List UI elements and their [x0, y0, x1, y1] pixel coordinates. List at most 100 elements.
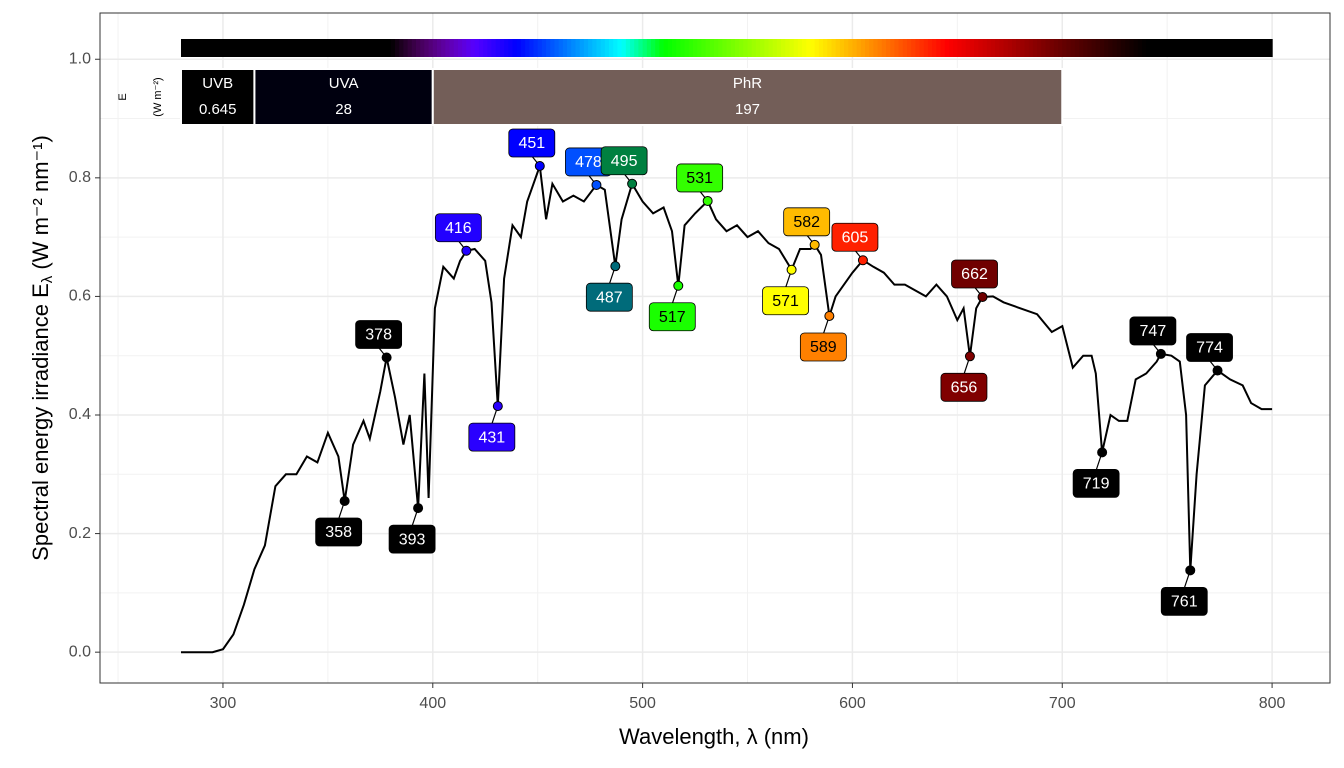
colour-strip-cell [1037, 39, 1042, 57]
colour-strip-cell [990, 39, 996, 57]
colour-strip-cell [1263, 39, 1269, 57]
colour-strip-cell [919, 39, 925, 57]
colour-strip-cell [260, 39, 266, 57]
peak-point [339, 495, 350, 506]
y-axis-title-part: (W m⁻² nm⁻¹) [28, 135, 53, 276]
peak-label-box [315, 517, 363, 547]
colour-strip-cell [659, 39, 665, 57]
colour-strip-cell [285, 39, 291, 57]
colour-strip-cell [562, 39, 568, 57]
peak-label: 393 [399, 531, 426, 548]
peak-label-box [585, 282, 633, 312]
peak-point [610, 261, 621, 272]
peak-point [413, 503, 424, 514]
peak-label-box [1160, 586, 1208, 616]
colour-strip-cell [755, 39, 761, 57]
colour-strip-cell [940, 39, 946, 57]
colour-strip-cell [411, 39, 417, 57]
colour-strip-cell [298, 39, 304, 57]
colour-strip-cell [600, 39, 606, 57]
colour-strip-cell [252, 39, 258, 57]
colour-strip-cell [760, 39, 765, 57]
colour-strip-cell [684, 39, 690, 57]
peak-label: 495 [611, 153, 638, 170]
waveband [431, 68, 1064, 126]
colour-strip-cell [1133, 39, 1139, 57]
waveband-name: UVA [329, 75, 359, 92]
colour-strip-cell [856, 39, 862, 57]
colour-strip-cell [1246, 39, 1252, 57]
colour-strip-cell [969, 39, 975, 57]
y-axis-title-part: Spectral energy irradiance E [28, 283, 53, 561]
colour-strip-cell [1045, 39, 1051, 57]
waveband-value: 28 [335, 101, 352, 118]
colour-strip-cell [906, 39, 912, 57]
colour-strip-cell [634, 39, 640, 57]
colour-strip-cell [848, 39, 854, 57]
peak-label: 747 [1140, 323, 1167, 340]
peak-point [702, 195, 713, 206]
colour-strip-cell [789, 39, 795, 57]
colour-strip-cell [453, 39, 459, 57]
x-tick-label: 300 [210, 695, 237, 712]
axes: 300 400 500 600 700 800 0.0 0.2 0.4 0.6 0.8 1.0 [69, 50, 1286, 712]
colour-strip-cell [277, 39, 283, 57]
colour-strip-cell [583, 39, 589, 57]
colour-strip-cell [1095, 39, 1101, 57]
colour-strip-cell [890, 39, 896, 57]
colour-strip-cell [835, 39, 841, 57]
colour-strip-cell [915, 39, 921, 57]
peak-label-box [388, 524, 436, 554]
colour-strip-cell [449, 39, 455, 57]
colour-strip-cell [902, 39, 908, 57]
colour-strip-cell [382, 39, 388, 57]
peak-label: 431 [478, 429, 505, 446]
colour-strip-cell [671, 39, 677, 57]
colour-strip-cell [764, 39, 770, 57]
peak-label-box [783, 207, 831, 237]
colour-strip-cell [642, 39, 648, 57]
peak-label: 589 [810, 339, 837, 356]
colour-strip-cell [1024, 39, 1030, 57]
colour-strip-cell [1108, 39, 1114, 57]
y-axis-title: Spectral energy irradiance Eλ (W m⁻² nm⁻… [28, 135, 56, 561]
colour-strip-cell [214, 39, 220, 57]
colour-strip-cell [621, 39, 627, 57]
colour-strip-cell [470, 39, 476, 57]
colour-strip-cell [827, 39, 833, 57]
colour-strip-cell [932, 39, 937, 57]
colour-strip-cell [462, 39, 467, 57]
colour-strip-cell [709, 39, 715, 57]
colour-strip-cell [445, 39, 451, 57]
colour-strip-cell [1125, 39, 1131, 57]
waveband [179, 68, 256, 126]
colour-strip-cell [831, 39, 837, 57]
peak-point [673, 280, 684, 291]
colour-strip-cell [810, 39, 816, 57]
colour-strip-cell [222, 39, 228, 57]
peak-point [786, 264, 797, 275]
colour-strip-cell [844, 39, 849, 57]
colour-strip-cell [776, 39, 782, 57]
colour-strip-cell [667, 39, 673, 57]
colour-strip-cell [1183, 39, 1189, 57]
colour-strip-cell [1213, 39, 1219, 57]
colour-strip-cell [751, 39, 757, 57]
colour-strip-cell [1041, 39, 1047, 57]
colour-strip-cell [806, 39, 812, 57]
colour-strip-cell [1087, 39, 1093, 57]
colour-strip-cell [1225, 39, 1231, 57]
colour-strip-cell [923, 39, 929, 57]
peak-label: 478 [575, 154, 602, 171]
colour-strip-cell [680, 39, 686, 57]
colour-strip-cell [1141, 39, 1147, 57]
peak-label: 605 [842, 229, 869, 246]
colour-strip-cell [428, 39, 434, 57]
colour-strip-cell [797, 39, 803, 57]
colour-strip-cell [596, 39, 602, 57]
colour-strip-cell [1255, 39, 1261, 57]
colour-strip-cell [571, 39, 577, 57]
colour-strip-cell [457, 39, 463, 57]
panel-border [99, 12, 1331, 684]
